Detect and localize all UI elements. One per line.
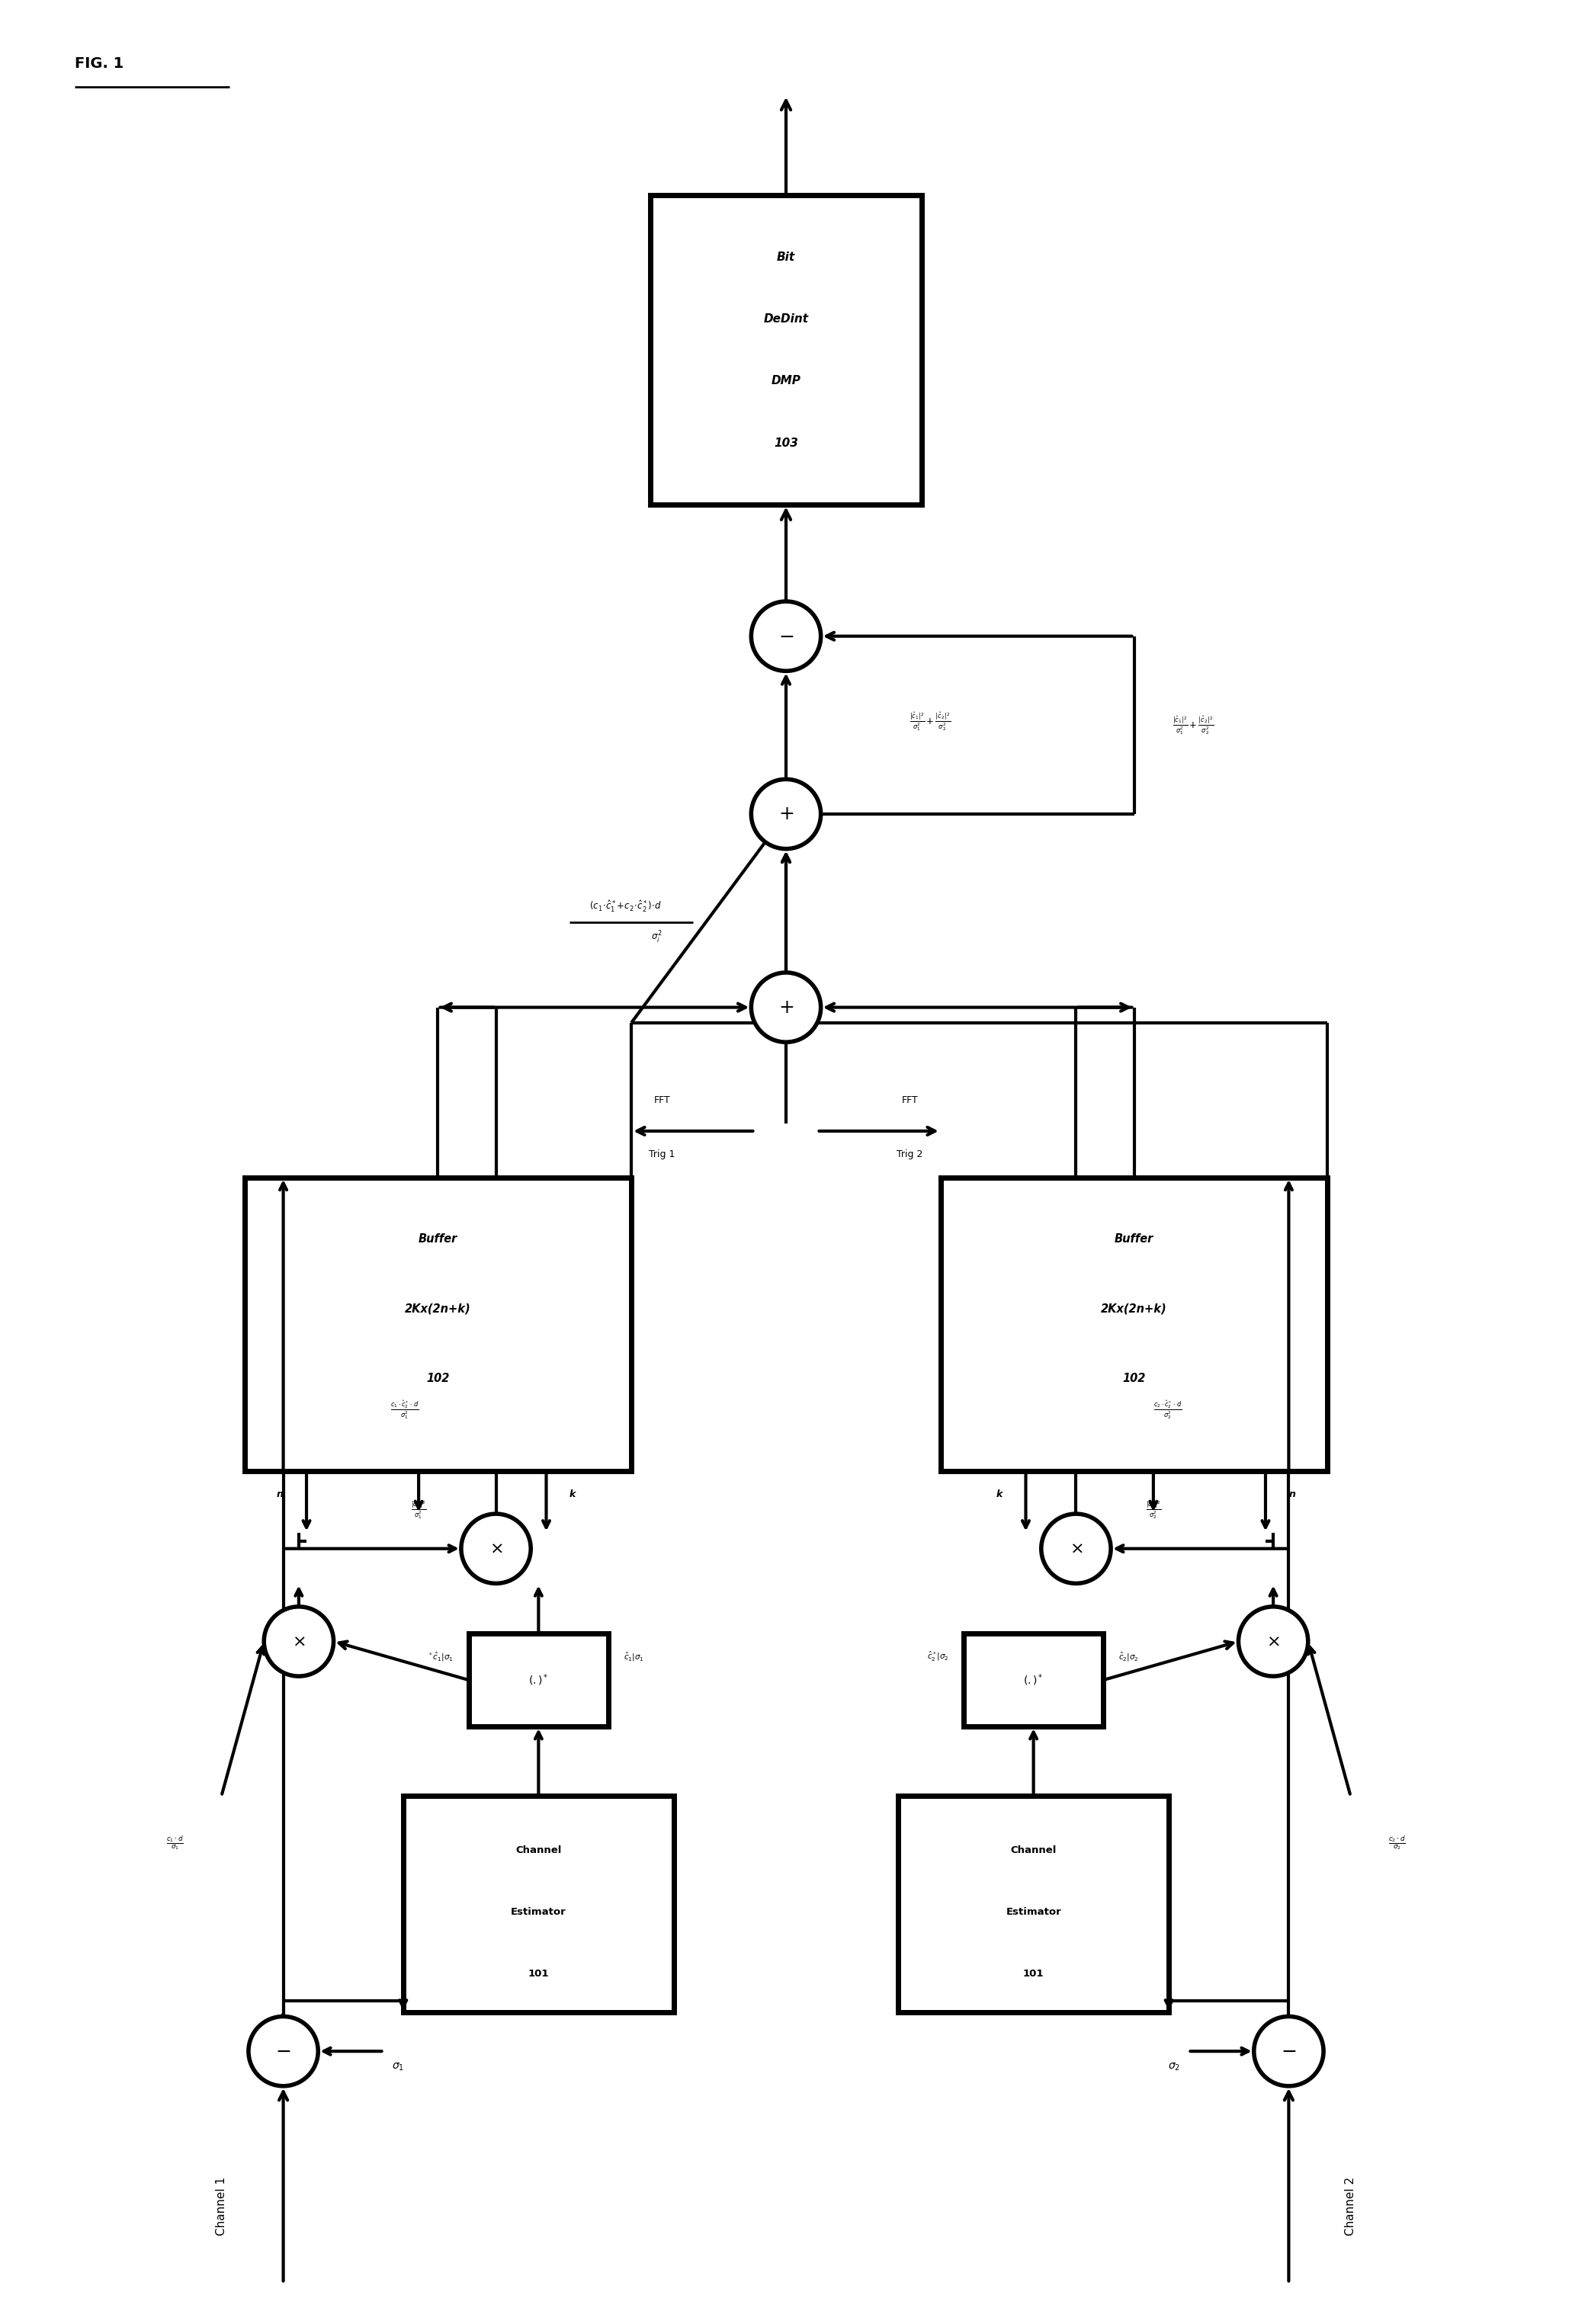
Text: FFT: FFT: [901, 1095, 918, 1106]
Circle shape: [751, 602, 821, 672]
Text: DMP: DMP: [772, 374, 800, 386]
Text: k: k: [997, 1490, 1003, 1499]
Text: $\sigma_1$: $\sigma_1$: [391, 2061, 404, 2073]
Circle shape: [264, 1606, 333, 1676]
Text: FIG. 1: FIG. 1: [74, 56, 124, 72]
Text: 102: 102: [1122, 1373, 1146, 1385]
Text: $\frac{c_1 \cdot d}{\sigma_1}$: $\frac{c_1 \cdot d}{\sigma_1}$: [167, 1834, 184, 1852]
Text: Channel: Channel: [516, 1845, 561, 1855]
Text: $(.)^*$: $(.)^*$: [528, 1673, 549, 1687]
Text: 102: 102: [426, 1373, 450, 1385]
Text: $\frac{c_2 \cdot d}{\sigma_2}$: $\frac{c_2 \cdot d}{\sigma_2}$: [1388, 1834, 1405, 1852]
Text: $\sigma_i^2$: $\sigma_i^2$: [651, 930, 662, 946]
Text: $\sigma_2$: $\sigma_2$: [1168, 2061, 1181, 2073]
Text: Channel 2: Channel 2: [1346, 2178, 1357, 2236]
Circle shape: [248, 2017, 318, 2087]
Bar: [651, 195, 921, 504]
Text: 2Kx(2n+k): 2Kx(2n+k): [406, 1304, 472, 1315]
Circle shape: [1239, 1606, 1308, 1676]
Text: k: k: [569, 1490, 575, 1499]
Text: $\frac{|\hat{c}_1|^2}{\sigma_1^2} + \frac{|\hat{c}_2|^2}{\sigma_2^2}$: $\frac{|\hat{c}_1|^2}{\sigma_1^2} + \fra…: [910, 711, 951, 732]
Bar: [468, 1634, 608, 1727]
Text: $\hat{c}_2|\sigma_2$: $\hat{c}_2|\sigma_2$: [1119, 1650, 1138, 1664]
Circle shape: [751, 779, 821, 848]
Text: $\frac{|\hat{c}_2|^2}{\sigma_2^2}$: $\frac{|\hat{c}_2|^2}{\sigma_2^2}$: [1146, 1499, 1162, 1520]
Text: $\hat{c}_1|\sigma_1$: $\hat{c}_1|\sigma_1$: [624, 1650, 645, 1664]
Circle shape: [461, 1513, 531, 1583]
Text: 101: 101: [1023, 1968, 1044, 1978]
Text: Buffer: Buffer: [1115, 1234, 1154, 1246]
Text: FFT: FFT: [654, 1095, 671, 1106]
Text: $-$: $-$: [1281, 2043, 1297, 2061]
Circle shape: [1041, 1513, 1111, 1583]
Text: $\frac{c_2 \cdot \hat{c}_2^* \cdot d}{\sigma_2^2}$: $\frac{c_2 \cdot \hat{c}_2^* \cdot d}{\s…: [1154, 1399, 1182, 1420]
Text: $\frac{c_1 \cdot \hat{c}_2^* \cdot d}{\sigma_1^2}$: $\frac{c_1 \cdot \hat{c}_2^* \cdot d}{\s…: [390, 1399, 418, 1420]
Text: 103: 103: [773, 437, 799, 449]
Text: Buffer: Buffer: [418, 1234, 457, 1246]
Text: Channel: Channel: [1011, 1845, 1056, 1855]
Text: n: n: [277, 1490, 283, 1499]
Text: Channel 1: Channel 1: [215, 2178, 226, 2236]
Bar: [964, 1634, 1104, 1727]
Text: DeDint: DeDint: [764, 314, 808, 325]
Text: $\hat{c}_2^*|\sigma_2$: $\hat{c}_2^*|\sigma_2$: [927, 1650, 948, 1664]
Text: $+$: $+$: [778, 804, 794, 823]
Text: $(c_1 \!\cdot\! \hat{c}_1^* \!+\! c_2 \!\cdot\! \hat{c}_2^*) \!\cdot\! d$: $(c_1 \!\cdot\! \hat{c}_1^* \!+\! c_2 \!…: [590, 899, 662, 913]
Circle shape: [751, 971, 821, 1041]
Text: $\frac{|\hat{c}_1|^2}{\sigma_1^2} + \frac{|\hat{c}_2|^2}{\sigma_2^2}$: $\frac{|\hat{c}_1|^2}{\sigma_1^2} + \fra…: [1173, 713, 1214, 737]
Text: 101: 101: [528, 1968, 549, 1978]
Text: Bit: Bit: [777, 251, 795, 263]
Text: Trig 2: Trig 2: [896, 1150, 923, 1160]
Text: $(.)^*$: $(.)^*$: [1023, 1673, 1044, 1687]
Text: Trig 1: Trig 1: [649, 1150, 676, 1160]
Text: $\times$: $\times$: [1267, 1634, 1280, 1650]
Bar: [402, 1796, 674, 2013]
Bar: [940, 1178, 1327, 1471]
Text: Estimator: Estimator: [511, 1908, 566, 1917]
Text: 2Kx(2n+k): 2Kx(2n+k): [1100, 1304, 1166, 1315]
Text: Estimator: Estimator: [1006, 1908, 1061, 1917]
Text: $-$: $-$: [275, 2043, 291, 2061]
Text: $\times$: $\times$: [292, 1634, 305, 1650]
Text: $-$: $-$: [778, 627, 794, 646]
Text: $\times$: $\times$: [1069, 1541, 1083, 1557]
Text: ${}^*\hat{c}_1|\sigma_1$: ${}^*\hat{c}_1|\sigma_1$: [428, 1650, 453, 1664]
Text: $\frac{|\hat{c}_1|^2}{\sigma_1^2}$: $\frac{|\hat{c}_1|^2}{\sigma_1^2}$: [410, 1499, 426, 1520]
Text: $\times$: $\times$: [489, 1541, 503, 1557]
Bar: [898, 1796, 1170, 2013]
Bar: [245, 1178, 632, 1471]
Text: n: n: [1289, 1490, 1295, 1499]
Text: $+$: $+$: [778, 999, 794, 1016]
Circle shape: [1254, 2017, 1324, 2087]
